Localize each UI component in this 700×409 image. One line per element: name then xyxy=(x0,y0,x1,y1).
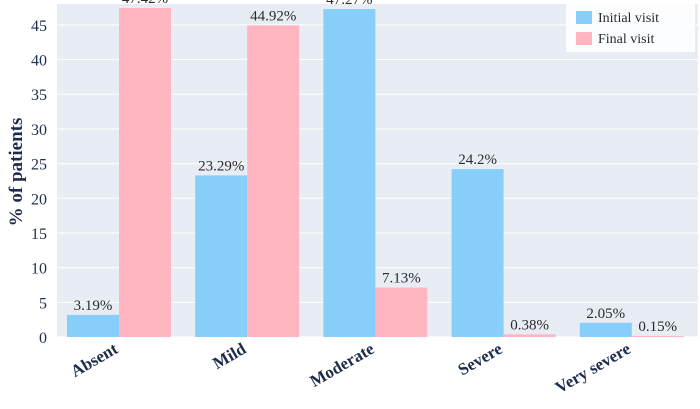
data-label: 7.13% xyxy=(382,271,421,287)
data-label: 23.29% xyxy=(198,158,244,174)
x-category-label: Moderate xyxy=(307,339,378,391)
bar-initial-visit xyxy=(323,9,376,338)
y-tick-label: 30 xyxy=(31,122,47,139)
data-label: 0.15% xyxy=(638,319,677,335)
data-label: 47.42% xyxy=(122,0,168,7)
y-tick-label: 25 xyxy=(31,157,47,174)
y-tick-label: 20 xyxy=(31,191,47,208)
bar-final-visit xyxy=(631,335,684,337)
data-label: 3.19% xyxy=(74,298,113,314)
data-label: 44.92% xyxy=(250,8,296,24)
x-category-label: Mild xyxy=(209,339,249,373)
bar-final-visit xyxy=(247,25,300,338)
y-tick-label: 5 xyxy=(39,295,47,312)
y-axis-title: % of patients xyxy=(6,118,27,227)
bar-final-visit xyxy=(119,8,171,338)
bar-initial-visit xyxy=(67,314,119,337)
bar-final-visit xyxy=(375,287,428,337)
y-tick-label: 10 xyxy=(31,261,47,278)
y-tick-label: 35 xyxy=(31,87,47,104)
legend-label-initial-visit: Initial visit xyxy=(598,11,659,26)
x-category-label: Absent xyxy=(67,339,121,381)
data-labels: 3.19% 23.29% 47.27% 24.2% 2.05% 47.42% 44.92% 7… xyxy=(74,0,678,335)
bar-initial-visit xyxy=(579,322,632,337)
y-axis-ticks: 0 5 10 15 20 25 30 35 40 45 xyxy=(31,18,47,347)
y-tick-label: 0 xyxy=(39,330,47,347)
x-category-label: Severe xyxy=(455,339,506,380)
data-label: 0.38% xyxy=(510,317,549,333)
data-label: 2.05% xyxy=(586,306,625,322)
y-tick-label: 40 xyxy=(31,53,47,70)
bar-initial-visit xyxy=(195,175,248,337)
bar-initial-visit xyxy=(451,169,504,337)
legend: Initial visit Final visit xyxy=(566,4,695,52)
legend-swatch-initial-visit xyxy=(576,11,592,24)
y-tick-label: 15 xyxy=(31,226,47,243)
bar-final-visit xyxy=(503,334,556,337)
legend-label-final-visit: Final visit xyxy=(598,32,655,47)
x-category-label: Very severe xyxy=(552,339,634,397)
bars xyxy=(67,8,684,338)
legend-swatch-final-visit xyxy=(576,32,592,45)
y-tick-label: 45 xyxy=(31,18,47,35)
data-label: 24.2% xyxy=(458,152,497,168)
x-axis-categories: Absent Mild Moderate Severe Very severe xyxy=(67,339,634,398)
data-label: 47.27% xyxy=(326,0,372,8)
